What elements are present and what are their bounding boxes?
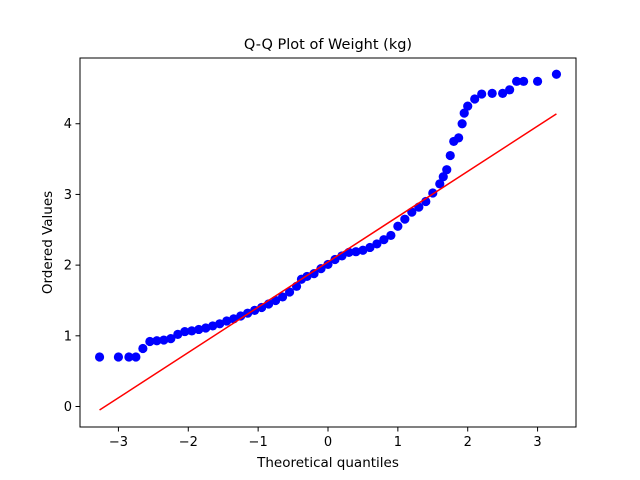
data-point <box>180 326 190 337</box>
data-point <box>512 76 522 86</box>
data-point <box>309 269 319 279</box>
data-point <box>459 108 469 118</box>
data-point <box>131 352 141 362</box>
data-point <box>379 235 389 245</box>
data-point <box>94 352 105 362</box>
data-point <box>145 336 155 347</box>
x-axis: −3 −2 −1 0 1 2 3 <box>109 427 542 450</box>
data-point <box>438 172 448 182</box>
data-point <box>457 119 467 129</box>
data-point <box>351 247 361 257</box>
data-point <box>470 94 480 104</box>
data-point <box>505 85 515 95</box>
data-point <box>201 323 211 333</box>
x-tick-label: 3 <box>533 435 541 450</box>
x-axis-label: Theoretical quantiles <box>256 455 399 471</box>
data-point <box>477 89 487 99</box>
data-point <box>519 76 529 86</box>
data-point <box>152 336 162 346</box>
x-tick-label: 2 <box>464 435 472 450</box>
axes-frame <box>79 57 577 428</box>
data-point <box>323 259 333 270</box>
data-point <box>284 287 295 297</box>
data-point <box>365 242 375 253</box>
data-point <box>498 88 508 98</box>
chart-title: Q-Q Plot of Weight (kg) <box>244 37 412 53</box>
data-point <box>400 214 410 224</box>
data-point <box>166 334 176 344</box>
x-tick-label: 1 <box>394 435 402 450</box>
data-point <box>236 311 246 321</box>
data-point <box>113 352 124 362</box>
x-tick-label: 0 <box>324 435 332 450</box>
x-tick-label: −1 <box>249 435 268 450</box>
data-point <box>358 245 368 255</box>
data-point <box>442 165 452 175</box>
data-point <box>435 179 445 189</box>
plot-area <box>94 69 562 411</box>
fit-line <box>99 113 557 411</box>
x-tick-label: −2 <box>179 435 198 450</box>
data-point <box>159 335 169 345</box>
y-axis: 0 1 2 3 4 <box>64 117 80 415</box>
data-point <box>316 264 326 274</box>
y-tick-label: 4 <box>64 117 72 132</box>
y-tick-label: 1 <box>64 329 72 344</box>
data-point <box>208 321 218 331</box>
data-point <box>463 101 473 111</box>
data-point <box>215 319 225 329</box>
data-point <box>138 343 148 354</box>
data-point <box>330 254 340 265</box>
data-point <box>187 326 197 336</box>
data-point <box>222 316 232 326</box>
data-point <box>445 150 455 161</box>
data-point <box>277 292 288 302</box>
data-point <box>532 76 543 86</box>
data-point <box>194 324 204 335</box>
y-axis-label: Ordered Values <box>40 191 56 294</box>
data-point <box>386 230 396 241</box>
data-point <box>551 69 562 79</box>
y-tick-label: 0 <box>64 400 72 415</box>
data-point <box>173 329 183 339</box>
data-point <box>372 239 382 249</box>
y-tick-label: 2 <box>64 259 72 274</box>
data-point <box>454 133 464 143</box>
data-point <box>257 302 267 313</box>
x-tick-label: −3 <box>109 435 128 450</box>
data-point <box>124 352 134 362</box>
data-point <box>487 88 497 98</box>
data-point <box>393 221 403 231</box>
y-tick-label: 3 <box>64 188 72 203</box>
